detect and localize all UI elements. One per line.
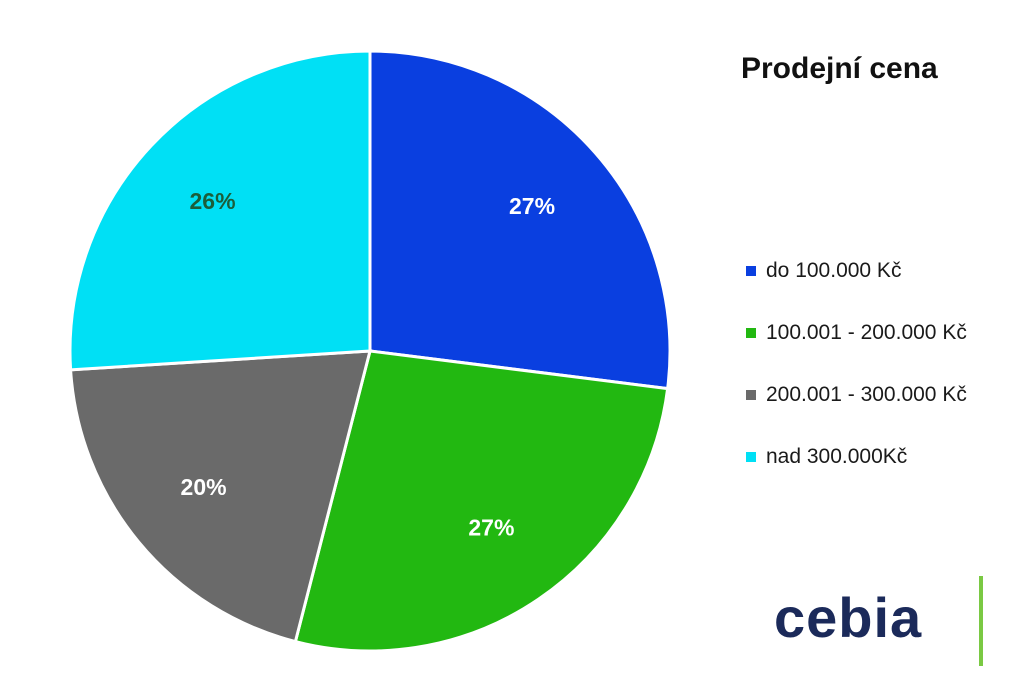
- legend-item-do-100000: do 100.000 Kč: [746, 257, 967, 285]
- legend-label: nad 300.000Kč: [766, 445, 908, 468]
- cebia-logo: cebia: [774, 586, 923, 649]
- legend-label: 200.001 - 300.000 Kč: [766, 383, 967, 406]
- legend-swatch: [746, 390, 756, 400]
- legend-swatch: [746, 328, 756, 338]
- legend-label: do 100.000 Kč: [766, 259, 902, 282]
- legend-item-100001-200000: 100.001 - 200.000 Kč: [746, 319, 967, 347]
- pie-slice-100001-200000: [293, 349, 670, 653]
- legend-item-200001-300000: 200.001 - 300.000 Kč: [746, 381, 967, 409]
- logo-accent-bar: [979, 576, 983, 666]
- legend-label: 100.001 - 200.000 Kč: [766, 321, 967, 344]
- pie-slice-200001-300000: [68, 349, 372, 644]
- pie-slice-do-100000: [368, 49, 672, 391]
- slice-label-200001-300000: 20%: [181, 474, 227, 500]
- slice-label-100001-200000: 27%: [468, 515, 514, 541]
- legend-swatch: [746, 266, 756, 276]
- legend-item-nad-300000: nad 300.000Kč: [746, 443, 967, 471]
- slice-label-nad-300000: 26%: [190, 188, 236, 214]
- slice-label-do-100000: 27%: [509, 193, 555, 219]
- legend: do 100.000 Kč 100.001 - 200.000 Kč 200.0…: [746, 257, 967, 505]
- pie-slice-nad-300000: [68, 49, 372, 372]
- chart-title: Prodejní cena: [741, 52, 938, 85]
- legend-swatch: [746, 452, 756, 462]
